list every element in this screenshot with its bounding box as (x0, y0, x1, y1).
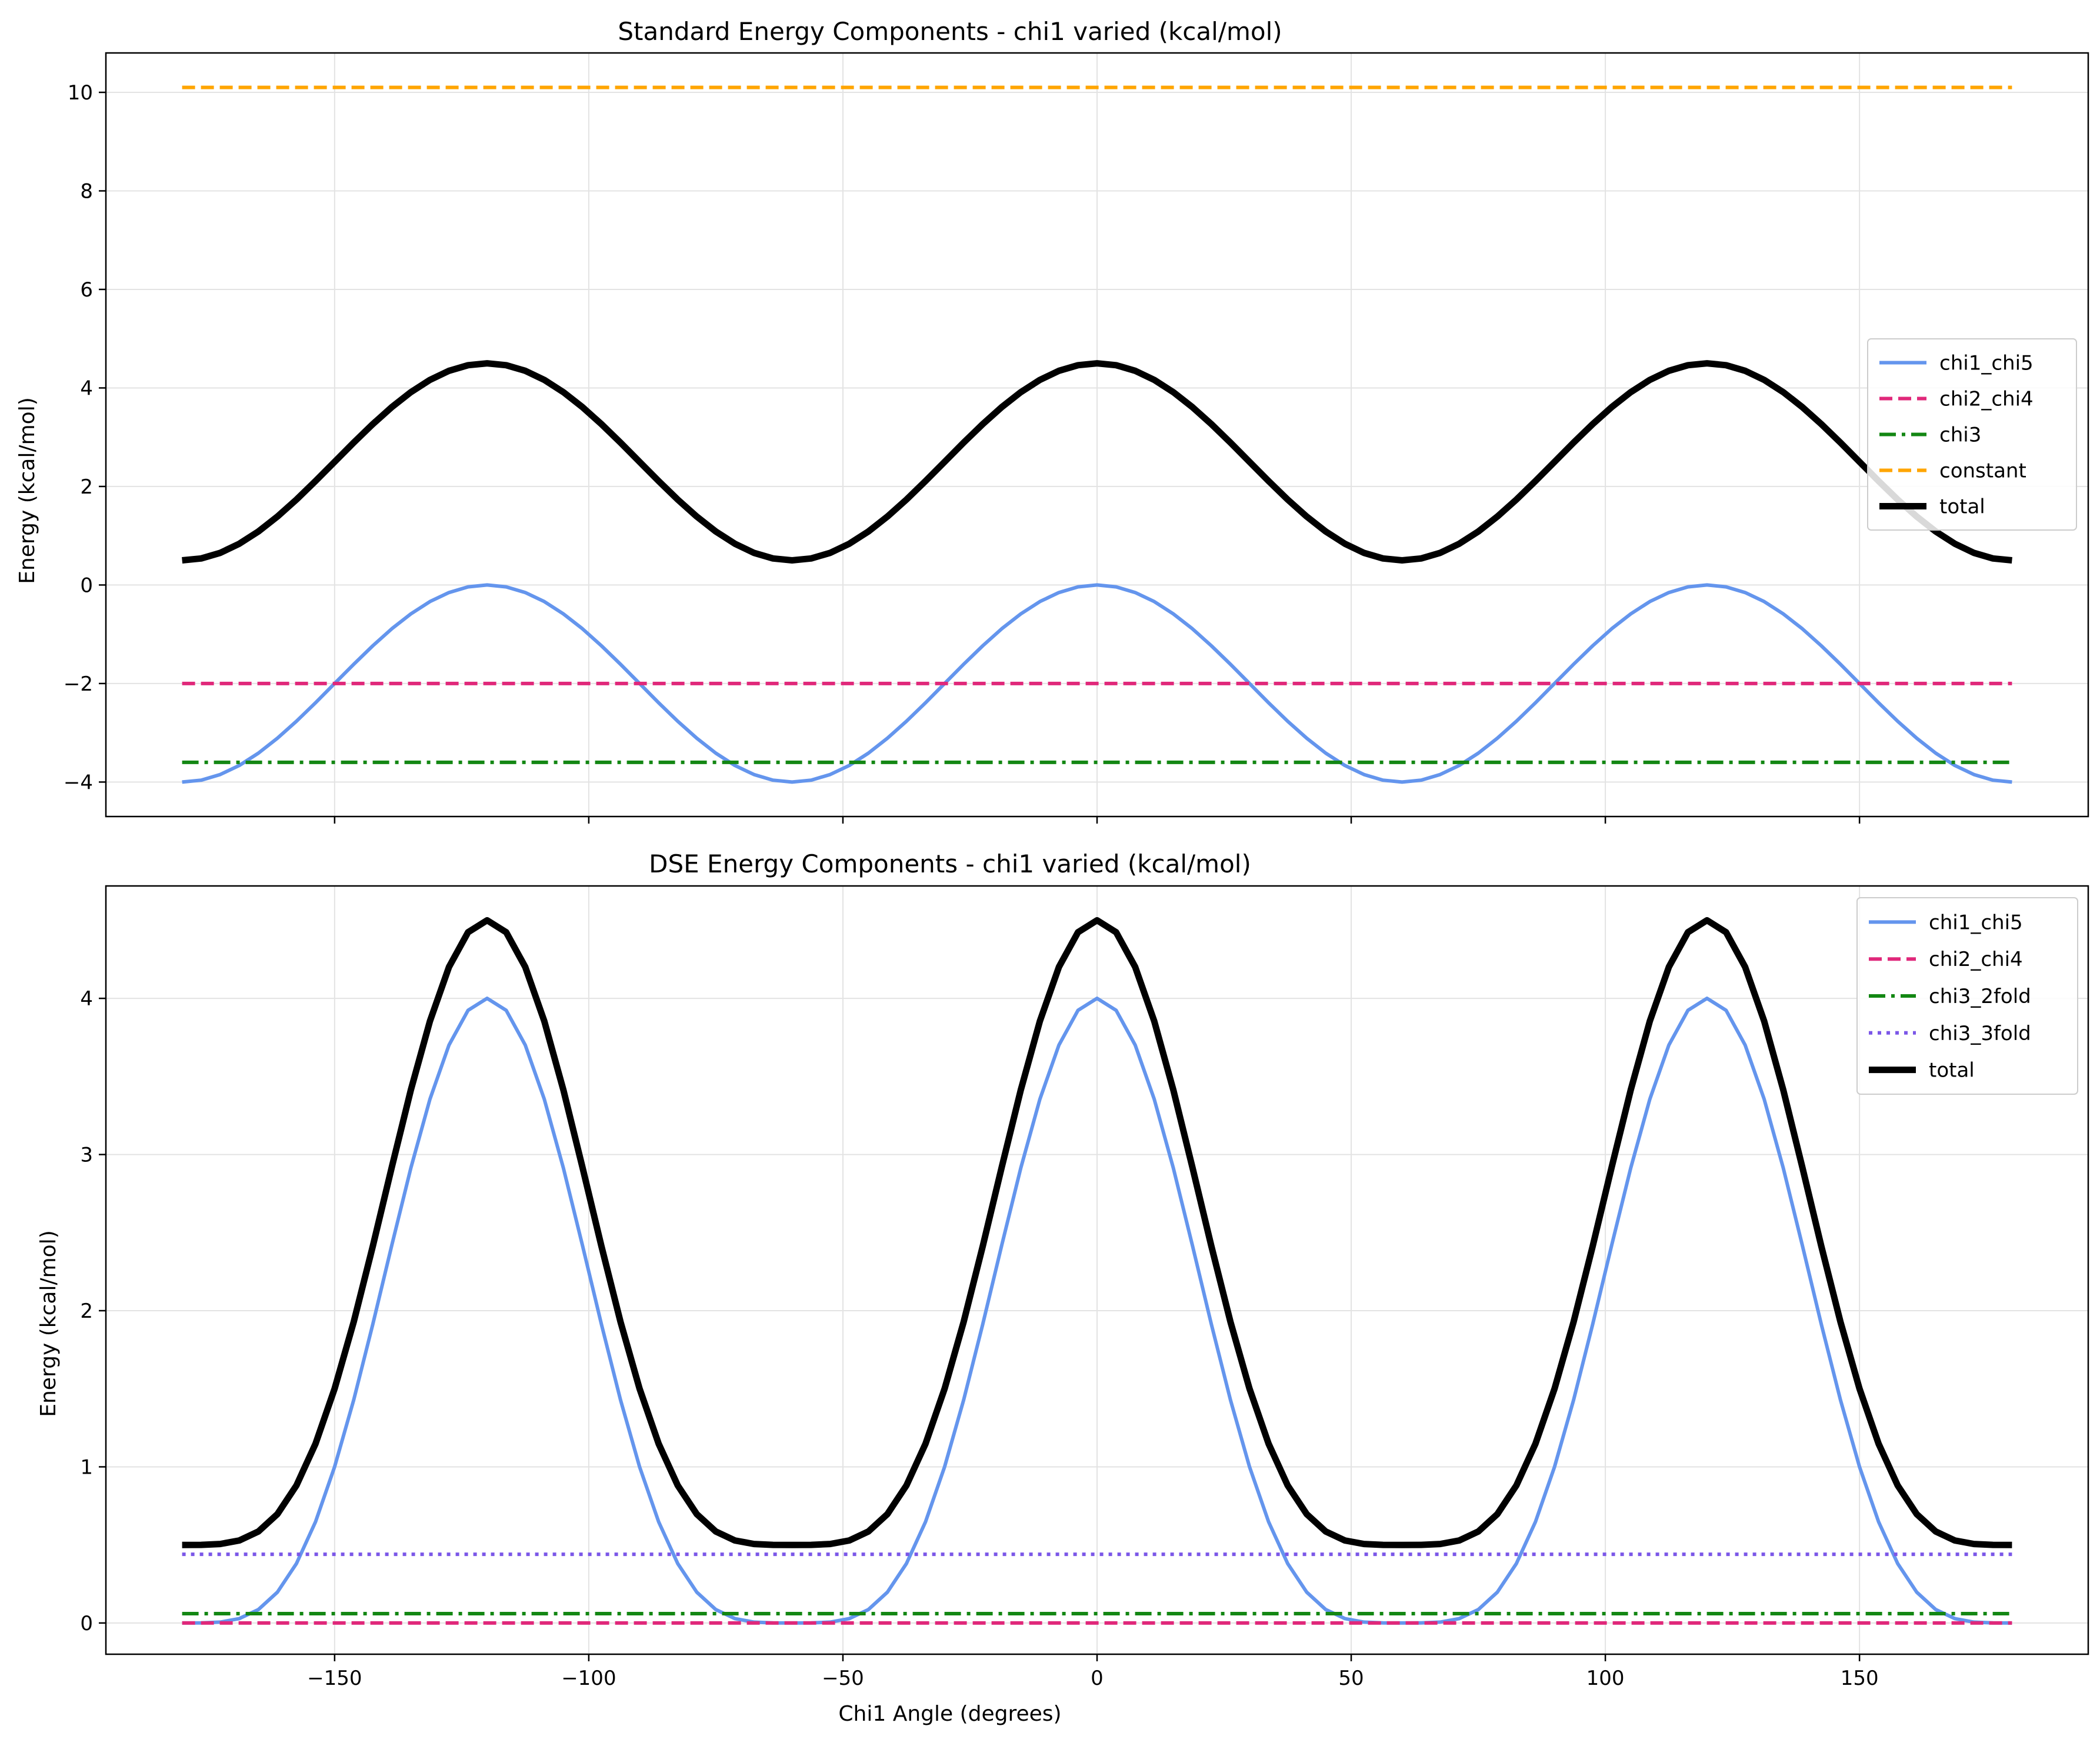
series-group (182, 917, 2012, 1625)
y-tick-label: 3 (80, 1144, 93, 1167)
x-tick-label: 150 (1841, 1667, 1879, 1690)
x-tick-label: 100 (1586, 1667, 1625, 1690)
top-chart: Standard Energy Components - chi1 varied… (15, 17, 2089, 824)
series-group (182, 85, 2012, 784)
y-tick-label: −4 (64, 771, 93, 794)
y-tick-label: 0 (80, 1612, 93, 1635)
top-chart-y-axis-label: Energy (kcal/mol) (15, 397, 39, 584)
y-tick-label: 6 (80, 278, 93, 302)
legend: chi1_chi5 chi2_chi4 chi3_2fold chi3_3foldto… (1856, 897, 2078, 1095)
y-tick-label: 1 (80, 1455, 93, 1479)
top-chart-title: Standard Energy Components - chi1 varied… (618, 17, 1282, 46)
y-tick-label: 0 (80, 574, 93, 597)
bottom-chart: DSE Energy Components - chi1 varied (kca… (36, 849, 2089, 1726)
legend-label-chi3: chi3 (1939, 424, 1981, 447)
legend-label-total: total (1939, 495, 1985, 519)
x-tick-label: 0 (1091, 1667, 1104, 1690)
legend-label-chi3_2fold: chi3_2fold (1929, 985, 2031, 1008)
y-tick-label: 10 (68, 81, 93, 105)
legend-label-chi2_chi4: chi2_chi4 (1929, 948, 2023, 971)
legend-label-chi2_chi4: chi2_chi4 (1939, 388, 2034, 411)
x-tick-label: −50 (822, 1667, 864, 1690)
legend: chi1_chi5 chi2_chi4 chi3 constant total (1867, 338, 2077, 531)
top-chart-plot-area: −4 −2 0 2 4 6 8 10 chi1_chi5 chi2_chi4 chi3 constan… (64, 52, 2089, 824)
legend-label-total: total (1929, 1059, 1975, 1082)
series-line-chi1_chi5 (182, 997, 2012, 1625)
x-tick-label: 50 (1338, 1667, 1364, 1690)
bottom-chart-title: DSE Energy Components - chi1 varied (kca… (649, 849, 1251, 878)
y-tick-label: 2 (80, 475, 93, 499)
y-tick-label: 8 (80, 179, 93, 203)
bottom-chart-x-axis-label: Chi1 Angle (degrees) (838, 1702, 1061, 1726)
bottom-chart-plot-area: −150 −100 −50 0 50 100 150 0 1 2 3 4 chi1_chi5 chi2_c… (80, 885, 2089, 1690)
legend-box (1867, 338, 2077, 531)
series-line-total (182, 360, 2012, 564)
bottom-chart-y-axis-label: Energy (kcal/mol) (36, 1230, 61, 1417)
y-tick-label: 4 (80, 376, 93, 400)
legend-label-chi1_chi5: chi1_chi5 (1929, 911, 2023, 934)
legend-label-chi1_chi5: chi1_chi5 (1939, 352, 2034, 375)
y-tick-label: 2 (80, 1299, 93, 1323)
legend-label-constant: constant (1939, 459, 2026, 483)
y-tick-label: 4 (80, 987, 93, 1011)
y-tick-label: −2 (64, 672, 93, 696)
legend-label-chi3_3fold: chi3_3fold (1929, 1022, 2031, 1045)
series-line-total (182, 917, 2012, 1548)
series-line-chi1_chi5 (182, 583, 2012, 784)
x-tick-label: −100 (561, 1667, 616, 1690)
x-tick-label: −150 (307, 1667, 362, 1690)
legend-box (1856, 897, 2078, 1095)
